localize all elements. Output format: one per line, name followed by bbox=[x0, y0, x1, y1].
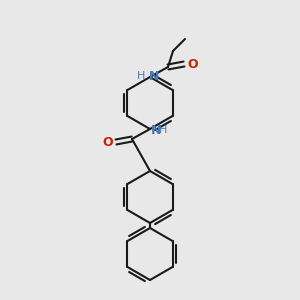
Text: N: N bbox=[149, 70, 159, 83]
Text: O: O bbox=[187, 58, 198, 70]
Text: O: O bbox=[102, 136, 113, 148]
Text: N: N bbox=[151, 124, 161, 136]
Text: H: H bbox=[159, 125, 167, 135]
Text: H: H bbox=[136, 71, 145, 81]
